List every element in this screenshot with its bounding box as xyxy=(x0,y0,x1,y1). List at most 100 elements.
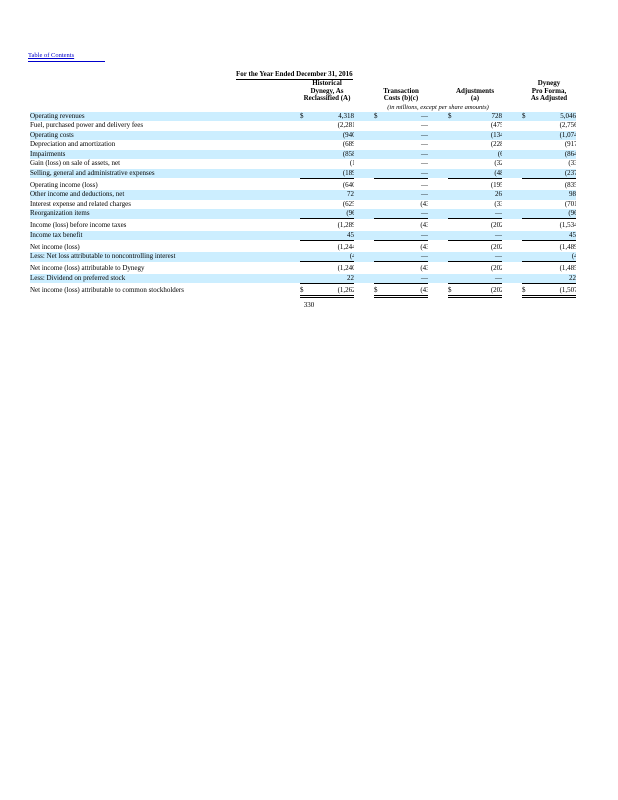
row-label: Other income and deductions, net xyxy=(30,190,300,200)
row-label: Operating costs xyxy=(30,130,300,140)
column-gap xyxy=(428,130,449,140)
column-gap xyxy=(354,230,375,240)
column-gap xyxy=(502,200,522,210)
column-gap xyxy=(428,286,448,297)
cell-value: — xyxy=(386,252,429,262)
table-row: Operating revenues $4,318 $ — $728 $5,046 xyxy=(30,111,577,121)
dollar-sign xyxy=(374,252,387,262)
dollar-sign xyxy=(300,181,312,191)
cell-value: — xyxy=(386,149,429,159)
column-gap xyxy=(428,243,448,253)
cell-value: (202) xyxy=(490,221,502,230)
dollar-sign xyxy=(522,159,534,169)
dollar-sign: $ xyxy=(300,285,312,298)
cell-value: (475) xyxy=(490,121,502,130)
cell-value: (43) xyxy=(420,264,428,273)
row-label: Net income (loss) attributable to Dynegy xyxy=(30,264,145,273)
column-gap xyxy=(354,273,375,283)
dollar-sign xyxy=(300,264,312,274)
cell-value: (33) xyxy=(494,199,502,208)
cell-value: — xyxy=(421,159,429,168)
cell-value: (917) xyxy=(564,140,576,149)
table-row: Gain (loss) on sale of assets, net (1) — (3… xyxy=(30,159,576,169)
table-row: Operating income (loss) (640) — (195) (835) xyxy=(30,181,576,191)
column-gap xyxy=(428,230,449,240)
dollar-sign xyxy=(448,230,461,241)
dollar-sign xyxy=(448,200,460,210)
column-gap xyxy=(502,130,523,140)
dollar-sign xyxy=(374,130,387,140)
cell-value: (43) xyxy=(420,242,428,251)
cell-value: (640) xyxy=(342,180,354,189)
dollar-sign xyxy=(300,273,312,284)
table-row: Net income (loss) attributable to Dynegy… xyxy=(30,264,576,274)
dollar-sign xyxy=(448,140,460,150)
dollar-sign xyxy=(300,121,312,131)
column-gap xyxy=(354,149,375,159)
column-gap xyxy=(428,159,448,169)
cell-value: (864) xyxy=(534,149,577,159)
cell-value: (1,244) xyxy=(337,242,354,251)
column-gap xyxy=(354,121,374,131)
column-gap xyxy=(428,209,449,219)
column-gap xyxy=(354,286,374,297)
column-gap xyxy=(428,252,449,262)
dollar-sign xyxy=(374,200,386,210)
cell-value: 45 xyxy=(312,230,355,241)
dollar-sign xyxy=(300,230,312,241)
dollar-sign xyxy=(374,140,386,150)
table-row: Less: Dividend on preferred stock 22 — — 22 xyxy=(30,273,577,284)
cell-value: 4,318 xyxy=(312,111,355,121)
cell-value: (189) xyxy=(312,168,355,179)
cell-value: (940) xyxy=(312,130,355,140)
cell-value: — xyxy=(460,273,503,284)
dollar-sign xyxy=(522,230,535,241)
table-row: Reorganization items (96) — — (96) xyxy=(30,209,577,219)
row-label: Net income (loss) xyxy=(30,242,80,251)
dollar-sign xyxy=(522,149,535,159)
row-label: Depreciation and amortization xyxy=(30,140,116,149)
units-note-row: (in millions, except per share amounts) xyxy=(30,104,576,112)
dollar-sign xyxy=(300,140,312,150)
dollar-sign xyxy=(300,190,312,200)
row-label: Operating revenues xyxy=(30,111,300,121)
dollar-sign xyxy=(300,159,312,169)
column-header-adjustments: Adjustments (a) xyxy=(455,86,495,102)
column-gap xyxy=(354,264,374,274)
cell-value: — xyxy=(386,190,429,200)
cell-value: (43) xyxy=(386,285,429,298)
cell-value: — xyxy=(386,111,429,121)
cell-value: (858) xyxy=(312,149,355,159)
dollar-sign: $ xyxy=(374,111,387,121)
cell-value: 5,046 xyxy=(534,111,577,121)
cell-value: 72 xyxy=(312,190,355,200)
table-row: Net income (loss) (1,244) (43) (202) (1,489) xyxy=(30,243,576,253)
cell-value: (96) xyxy=(534,209,577,219)
table-of-contents-link[interactable]: Table of Contents xyxy=(28,52,105,62)
row-label: Income tax benefit xyxy=(30,230,300,240)
column-gap xyxy=(502,181,522,191)
row-label: Income (loss) before income taxes xyxy=(30,221,127,230)
dollar-sign xyxy=(448,159,460,169)
dollar-sign xyxy=(374,181,386,191)
column-gap xyxy=(354,200,374,210)
dollar-sign xyxy=(522,221,534,231)
dollar-sign xyxy=(448,130,461,140)
cell-value: (43) xyxy=(420,221,428,230)
dollar-sign: $ xyxy=(522,285,535,298)
label-column-header xyxy=(30,80,300,104)
cell-value: (195) xyxy=(490,180,502,189)
period-header: For the Year Ended December 31, 2016 xyxy=(236,70,353,80)
dollar-sign xyxy=(448,190,461,200)
cell-value: (1,240) xyxy=(337,264,354,273)
column-gap xyxy=(502,159,522,169)
dollar-sign xyxy=(522,121,534,131)
dollar-sign xyxy=(448,252,461,262)
dollar-sign xyxy=(448,168,461,179)
column-gap xyxy=(502,221,522,231)
column-gap xyxy=(354,221,374,231)
cell-value: — xyxy=(386,273,429,284)
column-gap xyxy=(502,230,523,240)
cell-value: (701) xyxy=(564,199,576,208)
